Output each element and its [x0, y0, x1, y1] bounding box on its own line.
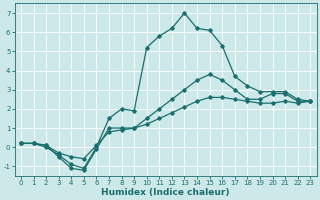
X-axis label: Humidex (Indice chaleur): Humidex (Indice chaleur)	[101, 188, 230, 197]
